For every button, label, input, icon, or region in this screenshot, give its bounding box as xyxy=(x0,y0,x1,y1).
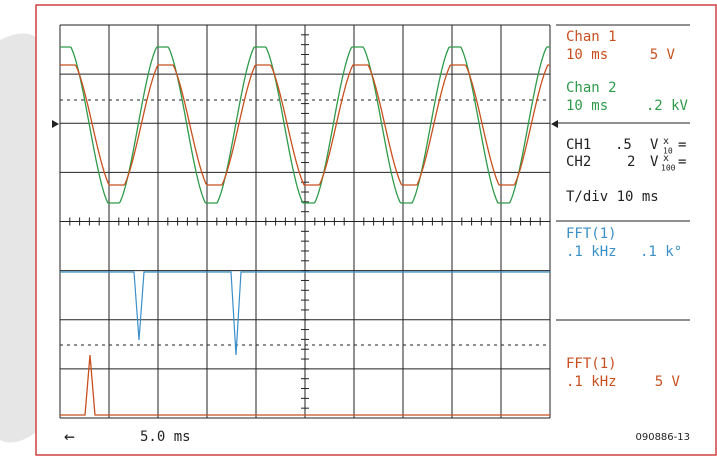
fft-a-title: FFT(1) xyxy=(566,226,617,242)
page: Chan 1 10 ms 5 V Chan 2 10 ms .2 kV CH1 … xyxy=(0,0,717,460)
ch2-unit: V xyxy=(650,154,659,170)
ch2-div: 100 xyxy=(661,164,676,173)
scope-screenshot: Chan 1 10 ms 5 V Chan 2 10 ms .2 kV CH1 … xyxy=(0,0,717,460)
chan2-volts: .2 kV xyxy=(646,98,689,114)
fft-b-scale: 5 V xyxy=(655,374,681,390)
figure-code: 090886-13 xyxy=(635,432,690,443)
chan1-title: Chan 1 xyxy=(566,29,617,45)
ch2-name: CH2 xyxy=(566,154,591,170)
arrow: ← xyxy=(64,426,75,447)
ch1-unit: V xyxy=(650,137,659,153)
ch1-value: .5 xyxy=(615,137,632,153)
tdiv: T/div 10 ms xyxy=(566,189,659,205)
chan1-volts: 5 V xyxy=(650,47,676,63)
ch1-name: CH1 xyxy=(566,137,591,153)
cursor-time: 5.0 ms xyxy=(140,429,191,445)
fft-b-freq: .1 kHz xyxy=(566,374,617,390)
ch2-eq: = xyxy=(678,154,686,170)
ch2-x: x xyxy=(663,153,669,164)
fft-a-freq: .1 kHz xyxy=(566,244,617,260)
ch2-value: 2 xyxy=(627,154,635,170)
chan2-title: Chan 2 xyxy=(566,80,617,96)
chan1-time: 10 ms xyxy=(566,47,608,63)
fft-b-title: FFT(1) xyxy=(566,356,617,372)
ch1-x: x xyxy=(663,136,669,147)
chan2-time: 10 ms xyxy=(566,98,608,114)
fft-a-scale: .1 k° xyxy=(640,244,682,260)
ch1-eq: = xyxy=(678,137,686,153)
